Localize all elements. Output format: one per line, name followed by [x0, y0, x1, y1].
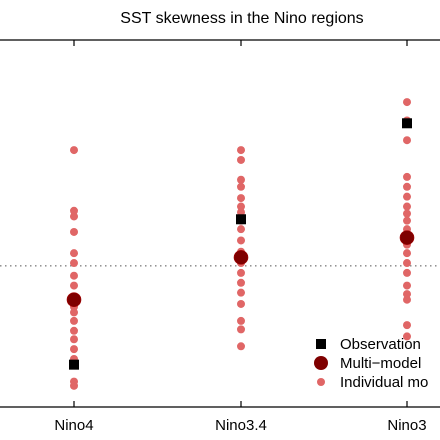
individual-model-point-nino3-18 — [403, 321, 411, 330]
legend-label-multi-model: Multi−model — [340, 355, 421, 372]
legend-marker-observation — [316, 339, 326, 349]
individual-model-point-nino4-6 — [70, 271, 78, 280]
individual-model-point-nino3-4-14 — [237, 288, 245, 297]
individual-model-point-nino4-7 — [70, 281, 78, 290]
individual-model-point-nino3-15 — [403, 281, 411, 290]
individual-model-point-nino3-14 — [403, 268, 411, 277]
individual-model-point-nino3-4-9 — [237, 236, 245, 245]
individual-model-point-nino4-13 — [70, 335, 78, 344]
x-tick-label-nino3-4: Nino3.4 — [215, 417, 267, 434]
x-tick-label-nino4: Nino4 — [54, 417, 93, 434]
legend-marker-multi-model — [314, 356, 328, 370]
individual-model-point-nino3-4-4 — [237, 194, 245, 203]
legend-label-individual-mo: Individual mo — [340, 374, 428, 391]
individual-model-point-nino3-8 — [403, 216, 411, 225]
individual-model-point-nino3-12 — [403, 249, 411, 258]
individual-model-point-nino3-4-5 — [237, 202, 245, 211]
multi-model-point-nino3-4 — [233, 250, 249, 265]
individual-model-point-nino3-13 — [403, 259, 411, 268]
individual-model-point-nino3-4 — [403, 182, 411, 191]
individual-model-point-nino4-1 — [70, 206, 78, 215]
legend: Observation Multi−model Individual mo — [314, 336, 428, 391]
individual-model-point-nino3-19 — [403, 332, 411, 341]
chart-title: SST skewness in the Nino regions — [120, 10, 363, 27]
individual-model-point-nino3-5 — [403, 192, 411, 201]
individual-model-point-nino3-4-2 — [237, 175, 245, 184]
individual-model-point-nino4-4 — [70, 249, 78, 258]
individual-model-point-nino3-4-0 — [237, 146, 245, 155]
individual-model-point-nino4-0 — [70, 146, 78, 155]
individual-model-point-nino4-5 — [70, 259, 78, 268]
individual-model-point-nino4-12 — [70, 326, 78, 335]
individual-model-point-nino3-4-3 — [237, 182, 245, 191]
individual-model-point-nino4-10 — [70, 308, 78, 317]
individual-model-point-nino3-4-1 — [237, 155, 245, 164]
individual-model-point-nino4-3 — [70, 227, 78, 236]
x-axis-ticks — [73, 40, 408, 407]
observation-point-nino3 — [402, 118, 412, 129]
observation-point-nino3-4 — [236, 214, 246, 225]
multi-model-point-nino4 — [66, 292, 82, 308]
individual-model-point-nino4-11 — [70, 316, 78, 325]
individual-model-point-nino3-2 — [403, 136, 411, 145]
individual-model-point-nino3-3 — [403, 172, 411, 181]
individual-model-point-nino3-4-16 — [237, 316, 245, 325]
individual-model-point-nino3-4-12 — [237, 268, 245, 277]
individual-model-point-nino3-4-15 — [237, 299, 245, 308]
multi-model-point-nino3 — [399, 230, 415, 245]
legend-label-observation: Observation — [340, 336, 421, 353]
individual-model-point-nino3-17 — [403, 295, 411, 304]
x-axis-tick-labels: Nino4 Nino3.4 Nino3 — [54, 417, 426, 434]
individual-model-point-nino3-4-6 — [237, 208, 245, 217]
legend-marker-individual-mo — [317, 378, 325, 386]
individual-model-point-nino3-6 — [403, 202, 411, 211]
individual-model-point-nino3-4-13 — [237, 278, 245, 287]
individual-model-point-nino3-4-18 — [237, 342, 245, 351]
data-points — [66, 98, 415, 390]
individual-model-point-nino4-14 — [70, 345, 78, 354]
individual-model-point-nino3-7 — [403, 209, 411, 218]
individual-model-point-nino3-16 — [403, 290, 411, 299]
x-tick-label-nino3: Nino3 — [387, 417, 426, 434]
individual-model-point-nino4-17 — [70, 381, 78, 390]
individual-model-point-nino4-2 — [70, 212, 78, 221]
individual-model-point-nino3-0 — [403, 98, 411, 107]
observation-point-nino4 — [69, 359, 79, 370]
individual-model-point-nino3-4-17 — [237, 325, 245, 334]
individual-model-point-nino3-4-8 — [237, 225, 245, 234]
